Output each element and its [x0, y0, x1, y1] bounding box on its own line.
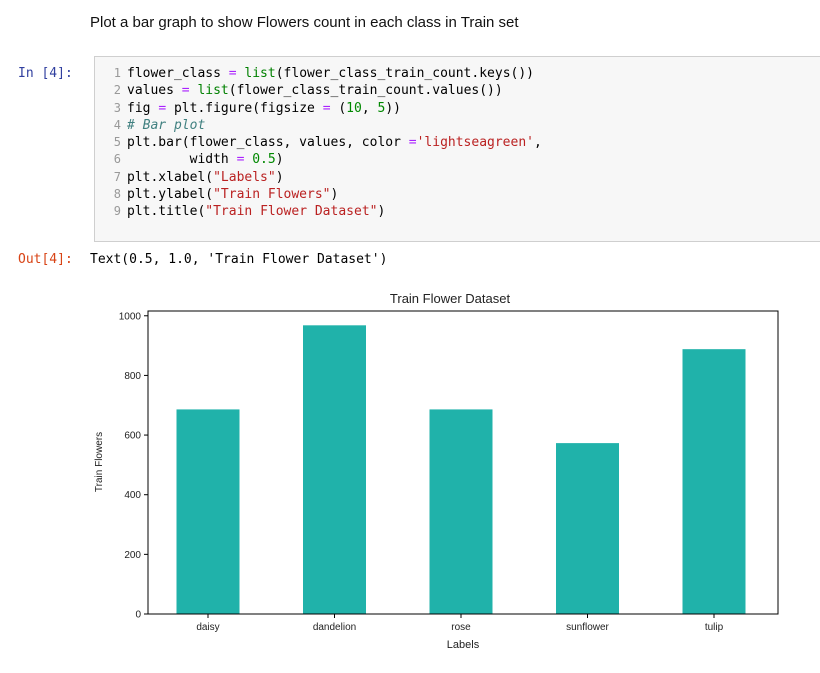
- y-tick-label: 600: [124, 431, 141, 442]
- chart-svg: Train Flower Dataset 0 200 400 600 800 1000 d…: [94, 291, 779, 651]
- y-tick-label: 0: [135, 610, 141, 621]
- x-ticks-group: daisy dandelion rose sunflower tulip: [196, 614, 724, 633]
- chart-title: Train Flower Dataset: [390, 291, 511, 306]
- code-line[interactable]: flower_class = list(flower_class_train_c…: [127, 66, 534, 81]
- x-tick-label: tulip: [705, 622, 724, 633]
- line-number: 7: [113, 169, 121, 184]
- bar-daisy: [176, 409, 240, 614]
- code-line[interactable]: plt.ylabel("Train Flowers"): [127, 187, 339, 203]
- code-line[interactable]: width = 0.5): [127, 152, 284, 168]
- y-tick-label: 800: [124, 371, 141, 382]
- bar-chart: Train Flower Dataset 0 200 400 600 800 1000 d…: [80, 282, 800, 662]
- line-number: 1: [113, 66, 121, 80]
- markdown-text: Plot a bar graph to show Flowers count i…: [90, 14, 519, 31]
- y-tick-label: 200: [124, 550, 141, 561]
- x-tick-label: daisy: [196, 622, 219, 633]
- line-number: 8: [113, 187, 121, 202]
- plot-frame: [147, 310, 779, 615]
- x-tick-label: rose: [451, 622, 471, 633]
- x-tick-label: dandelion: [313, 622, 356, 633]
- output-text: Text(0.5, 1.0, 'Train Flower Dataset'): [90, 252, 388, 267]
- bar-dandelion: [303, 325, 366, 614]
- code-cell-editor[interactable]: 1 2 3 4 5 6 7 8 9 flower_class = list(fl…: [94, 56, 820, 242]
- code-line[interactable]: fig = plt.figure(figsize = (10, 5)): [127, 100, 401, 116]
- bar-tulip: [682, 349, 746, 614]
- output-prompt: Out[4]:: [18, 252, 73, 267]
- y-tick-label: 1000: [119, 311, 142, 322]
- y-tick-label: 400: [124, 490, 141, 501]
- code-line[interactable]: plt.xlabel("Labels"): [127, 169, 284, 185]
- line-number: 4: [113, 117, 121, 132]
- code-line[interactable]: # Bar plot: [127, 117, 206, 133]
- input-prompt: In [4]:: [18, 66, 73, 81]
- line-number-gutter: 1 2 3 4 5 6 7 8 9: [95, 65, 121, 221]
- code-lines[interactable]: flower_class = list(flower_class_train_c…: [127, 65, 542, 221]
- x-tick-label: sunflower: [566, 622, 609, 633]
- line-number: 5: [113, 135, 121, 150]
- code-line[interactable]: values = list(flower_class_train_count.v…: [127, 83, 503, 99]
- line-number: 9: [113, 204, 121, 219]
- y-axis-label: Train Flowers: [94, 432, 105, 492]
- y-ticks-group: 0 200 400 600 800 1000: [119, 311, 148, 621]
- markdown-cell: Plot a bar graph to show Flowers count i…: [90, 14, 519, 31]
- line-number: 6: [113, 152, 121, 167]
- line-number: 2: [113, 83, 121, 98]
- bar-rose: [429, 409, 493, 614]
- code-line[interactable]: plt.bar(flower_class, values, color ='li…: [127, 135, 542, 151]
- bar-sunflower: [556, 443, 619, 614]
- x-axis-label: Labels: [447, 639, 480, 651]
- line-number: 3: [113, 100, 121, 115]
- bars-group: [176, 325, 746, 614]
- code-line[interactable]: plt.title("Train Flower Dataset"): [127, 204, 386, 220]
